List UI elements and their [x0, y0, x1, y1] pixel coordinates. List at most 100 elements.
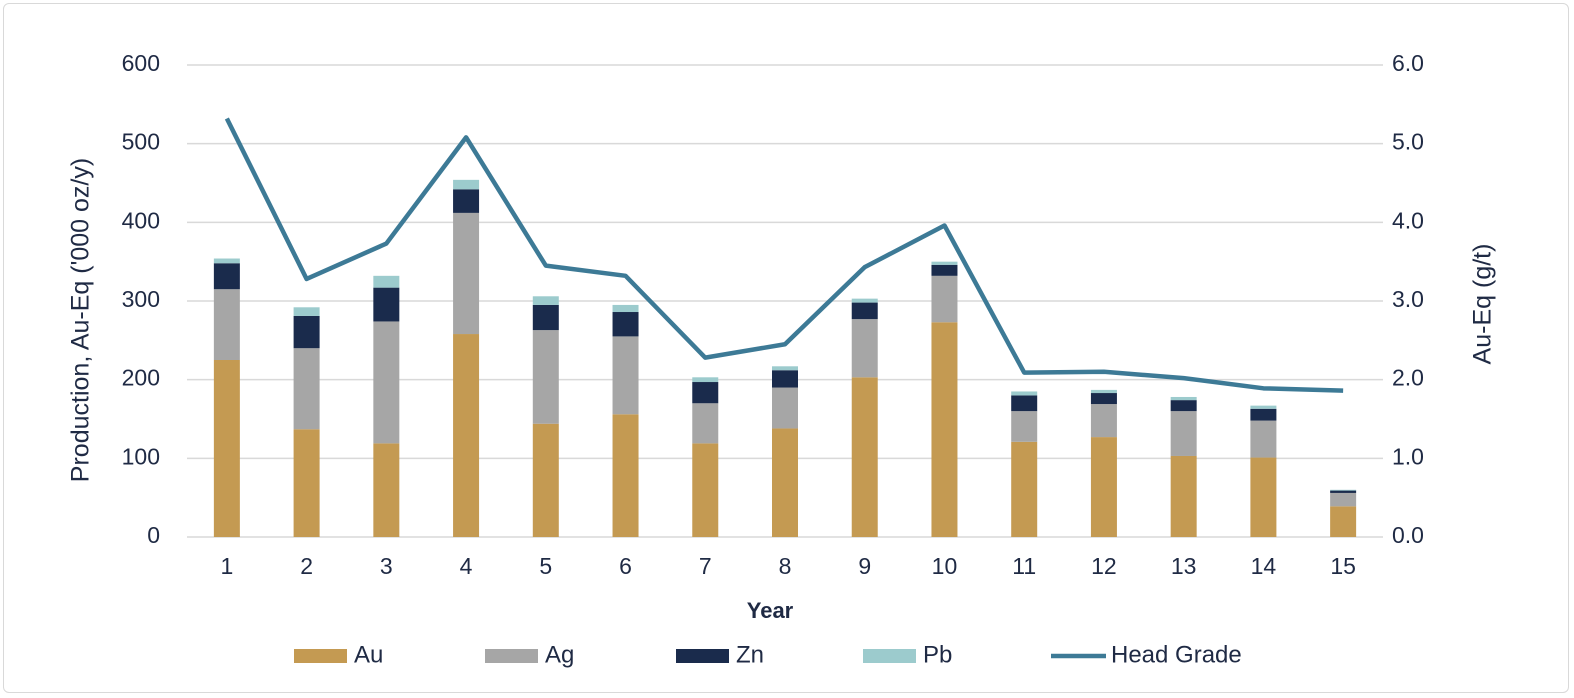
x-tick-label: 6	[619, 553, 632, 579]
y-tick-left-label: 500	[122, 129, 160, 155]
y-tick-right-label: 0.0	[1392, 522, 1424, 548]
bar-pb-year-11	[1011, 391, 1038, 396]
bar-au-year-8	[772, 428, 798, 537]
bar-pb-year-4	[453, 179, 480, 190]
bar-au-year-2	[293, 429, 320, 537]
bar-pb-year-7	[692, 377, 719, 383]
bar-au-year-6	[612, 414, 639, 537]
bar-au-year-11	[1011, 441, 1038, 537]
bar-ag-year-3	[373, 321, 400, 444]
bar-zn-year-8	[772, 370, 798, 388]
bar-zn-year-6	[612, 312, 639, 337]
bar-au-year-10	[931, 322, 958, 537]
legend-label: Au	[354, 641, 383, 668]
x-tick-label: 10	[932, 553, 958, 579]
x-tick-label: 3	[380, 553, 393, 579]
legend-swatch-zn	[676, 649, 729, 663]
y-tick-left-label: 300	[122, 286, 160, 312]
head-grade-line-group	[224, 117, 1344, 393]
bar-zn-year-2	[293, 315, 320, 349]
bar-ag-year-14	[1250, 420, 1277, 458]
y-axis-right-title: Au-Eq (g/t)	[1469, 244, 1497, 365]
x-tick-label: 1	[220, 553, 233, 579]
bar-zn-year-1	[213, 263, 240, 290]
bar-zn-year-11	[1011, 395, 1038, 412]
x-tick-label: 14	[1251, 553, 1277, 579]
x-tick-label: 5	[539, 553, 552, 579]
bar-pb-year-9	[851, 298, 878, 303]
y-axis-left-ticks: 0 100 200 300 400 500 600	[122, 50, 160, 548]
y-tick-right-label: 5.0	[1392, 129, 1424, 155]
bar-pb-year-15	[1330, 489, 1357, 491]
bar-au-year-4	[453, 334, 480, 537]
bar-zn-year-15	[1330, 490, 1357, 493]
y-tick-left-label: 200	[122, 365, 160, 391]
bar-ag-year-11	[1011, 411, 1038, 442]
bar-au-year-1	[213, 360, 240, 537]
y-axis-left-title: Production, Au-Eq ('000 oz/y)	[67, 158, 95, 482]
y-tick-right-label: 4.0	[1392, 207, 1424, 233]
bar-ag-year-4	[453, 212, 480, 335]
x-tick-label: 11	[1012, 553, 1036, 579]
x-tick-label: 12	[1091, 553, 1117, 579]
bar-au-year-5	[532, 423, 559, 537]
bar-au-year-7	[692, 443, 719, 537]
legend-label: Head Grade	[1111, 641, 1242, 668]
x-tick-label: 9	[858, 553, 871, 579]
bar-pb-year-8	[772, 366, 798, 371]
bar-pb-year-13	[1170, 396, 1197, 401]
bar-au-year-13	[1170, 455, 1197, 537]
bar-ag-year-15	[1330, 492, 1357, 507]
bar-ag-year-1	[213, 289, 240, 360]
bar-au-year-14	[1250, 457, 1277, 537]
bar-pb-year-6	[612, 304, 639, 313]
bar-zn-year-5	[532, 304, 559, 331]
legend-swatch-ag	[485, 649, 538, 663]
bar-pb-year-10	[931, 261, 958, 265]
bar-pb-year-1	[213, 258, 240, 264]
bars	[213, 179, 1357, 537]
bar-pb-year-14	[1250, 405, 1277, 409]
y-tick-left-label: 100	[122, 443, 160, 469]
bar-ag-year-9	[851, 319, 878, 378]
bar-ag-year-7	[692, 403, 719, 444]
legend-swatch-pb	[863, 649, 916, 663]
legend-label: Zn	[736, 641, 764, 668]
x-axis-ticks: 1 2 3 4 5 6 7 8 9 10 11 12 13 14 15	[220, 553, 1355, 579]
bar-ag-year-12	[1090, 404, 1117, 438]
y-tick-left-label: 400	[122, 207, 160, 233]
y-tick-right-label: 1.0	[1392, 443, 1424, 469]
legend-swatch-au	[294, 649, 347, 663]
bar-au-year-9	[851, 377, 878, 537]
bar-ag-year-10	[931, 275, 958, 323]
bar-au-year-3	[373, 443, 400, 537]
bar-ag-year-2	[293, 348, 320, 430]
y-tick-left-label: 0	[147, 522, 160, 548]
x-tick-label: 8	[779, 553, 792, 579]
bar-zn-year-10	[931, 264, 958, 276]
chart-frame	[3, 3, 1569, 693]
bar-au-year-15	[1330, 506, 1357, 537]
bar-au-year-12	[1090, 437, 1117, 537]
y-tick-right-label: 6.0	[1392, 50, 1424, 76]
legend-label: Pb	[923, 641, 952, 668]
bar-zn-year-3	[373, 287, 400, 322]
bar-pb-year-12	[1090, 389, 1117, 394]
bar-zn-year-4	[453, 189, 480, 213]
y-tick-right-label: 2.0	[1392, 365, 1424, 391]
bar-ag-year-8	[772, 387, 798, 429]
legend-label: Ag	[545, 641, 574, 668]
bar-pb-year-3	[373, 275, 400, 288]
bar-ag-year-6	[612, 336, 639, 415]
bar-ag-year-5	[532, 330, 559, 424]
x-tick-label: 15	[1330, 553, 1356, 579]
bar-ag-year-13	[1170, 411, 1197, 456]
bar-pb-year-5	[532, 296, 559, 305]
x-axis-title: Year	[747, 598, 794, 623]
x-tick-label: 2	[300, 553, 313, 579]
y-tick-right-label: 3.0	[1392, 286, 1424, 312]
bar-zn-year-14	[1250, 408, 1277, 421]
bar-zn-year-9	[851, 302, 878, 320]
x-tick-label: 4	[460, 553, 473, 579]
